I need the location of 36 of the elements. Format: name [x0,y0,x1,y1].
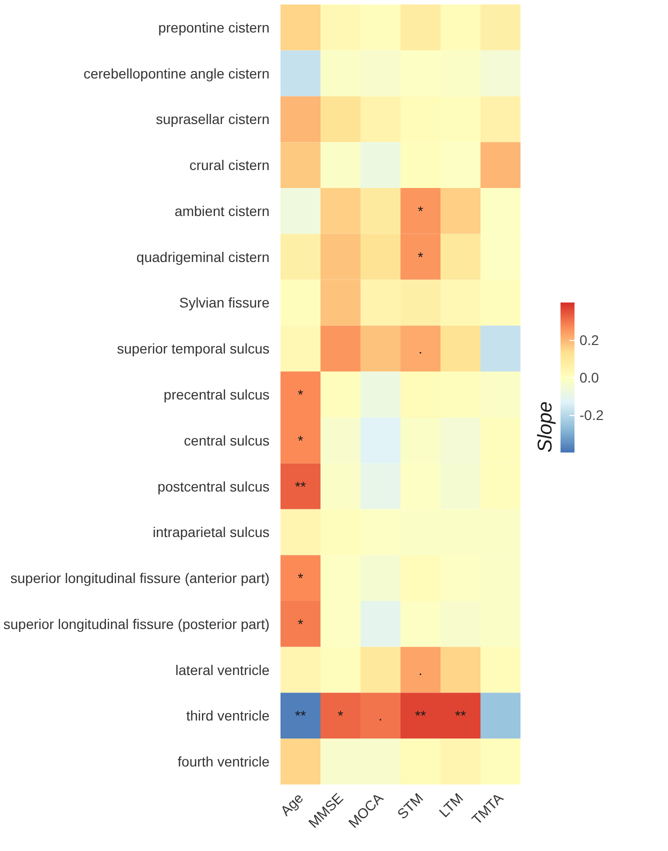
y-tick-label: quadrigeminal cistern [136,248,270,265]
data-label: * [338,708,344,724]
y-tick-label: prepontine cistern [158,19,270,36]
y-tick-label: third ventricle [186,708,270,724]
data-label: . [378,708,382,724]
y-tick-label: crural cistern [189,157,270,174]
y-tick-label: superior longitudinal fissure (anterior part) [10,570,270,586]
color-bar-label: -0.2 [580,407,604,423]
data-label: * [418,202,424,219]
data-label: ** [455,708,466,724]
y-tick-label: intraparietal sulcus [152,524,270,540]
y-tick-label: fourth ventricle [178,754,270,770]
data-label: * [298,616,304,632]
data-label: * [298,386,304,402]
data-label: ** [415,708,426,724]
y-tick-label: superior temporal sulcus [116,340,270,357]
data-label: . [418,340,422,357]
y-tick-label: precentral sulcus [164,386,270,402]
y-tick-label: central sulcus [184,432,270,448]
x-tick-label: Age [277,790,306,819]
data-label: ** [295,478,306,494]
color-bar-title: Slope [534,401,556,452]
y-tick-label: cerebellopontine angle cistern [83,65,270,82]
y-tick-label: lateral ventricle [175,662,270,678]
color-bar-label: 0.0 [580,370,600,386]
y-tick-label: ambient cistern [174,202,270,219]
color-bar-label: 0.2 [580,332,600,348]
data-label: . [418,662,422,678]
y-tick-label: superior longitudinal fissure (posterior part) [3,616,270,632]
data-label: * [418,248,424,265]
y-tick-label: suprasellar cistern [156,111,270,128]
y-tick-label: postcentral sulcus [157,478,270,494]
y-tick-label: Sylvian fissure [179,294,270,311]
data-label: * [298,432,304,448]
data-label: * [298,570,304,586]
data-label: ** [295,708,306,724]
